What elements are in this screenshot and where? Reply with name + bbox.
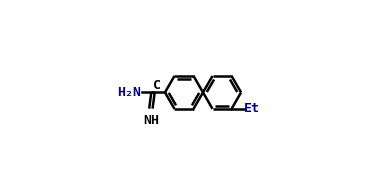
Text: NH: NH <box>143 114 159 127</box>
Text: Et: Et <box>244 102 260 115</box>
Text: H₂N: H₂N <box>117 86 141 99</box>
Text: C: C <box>154 79 162 92</box>
